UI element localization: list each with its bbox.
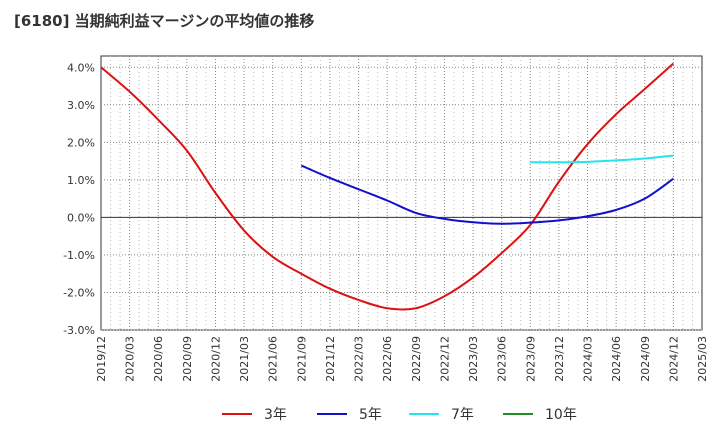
x-tick-label: 2021/06 bbox=[267, 336, 280, 382]
x-tick-label: 2023/09 bbox=[524, 336, 537, 382]
x-tick-label: 2022/12 bbox=[438, 336, 451, 382]
x-tick-label: 2023/06 bbox=[496, 336, 509, 382]
legend: 3年 5年 7年 10年 bbox=[222, 407, 577, 423]
y-tick-label: -3.0% bbox=[63, 324, 95, 337]
x-tick-label: 2024/06 bbox=[610, 336, 623, 382]
x-tick-label: 2020/03 bbox=[124, 336, 137, 382]
x-tick-label: 2022/06 bbox=[381, 336, 394, 382]
legend-label: 5年 bbox=[359, 407, 382, 423]
x-tick-label: 2022/09 bbox=[410, 336, 423, 382]
series-line-5年 bbox=[300, 164, 674, 225]
series-lines bbox=[100, 62, 675, 311]
y-tick-label: 1.0% bbox=[67, 174, 95, 187]
axes: 4.0% 3.0% 2.0% 1.0% 0.0% -1.0% -2.0% -3.0%2019/… bbox=[63, 61, 709, 381]
y-tick-label: 2.0% bbox=[67, 136, 95, 149]
y-tick-label: -2.0% bbox=[63, 286, 95, 299]
y-tick-label: 4.0% bbox=[67, 61, 95, 74]
legend-label: 7年 bbox=[451, 407, 474, 423]
series-line-3年 bbox=[100, 62, 675, 311]
y-tick-label: 3.0% bbox=[67, 99, 95, 112]
x-tick-label: 2025/03 bbox=[696, 336, 709, 382]
x-tick-label: 2023/03 bbox=[467, 336, 480, 382]
x-tick-label: 2024/03 bbox=[582, 336, 595, 382]
legend-label: 3年 bbox=[264, 407, 287, 423]
x-tick-label: 2020/09 bbox=[181, 336, 194, 382]
x-tick-label: 2021/03 bbox=[238, 336, 251, 382]
y-tick-label: 0.0% bbox=[67, 211, 95, 224]
legend-label: 10年 bbox=[545, 407, 577, 423]
y-tick-label: -1.0% bbox=[63, 249, 95, 262]
x-tick-label: 2024/12 bbox=[667, 336, 680, 382]
series-line-7年 bbox=[530, 154, 674, 164]
x-tick-label: 2023/12 bbox=[553, 336, 566, 382]
x-tick-label: 2022/03 bbox=[353, 336, 366, 382]
x-tick-label: 2020/06 bbox=[152, 336, 165, 382]
chart-title: [6180] 当期純利益マージンの平均値の推移 bbox=[14, 12, 315, 30]
x-tick-label: 2021/12 bbox=[324, 336, 337, 382]
plot-frame bbox=[100, 55, 703, 331]
x-tick-label: 2019/12 bbox=[95, 336, 108, 382]
x-tick-label: 2021/09 bbox=[295, 336, 308, 382]
x-tick-label: 2020/12 bbox=[209, 336, 222, 382]
grid bbox=[100, 55, 703, 331]
x-tick-label: 2024/09 bbox=[639, 336, 652, 382]
